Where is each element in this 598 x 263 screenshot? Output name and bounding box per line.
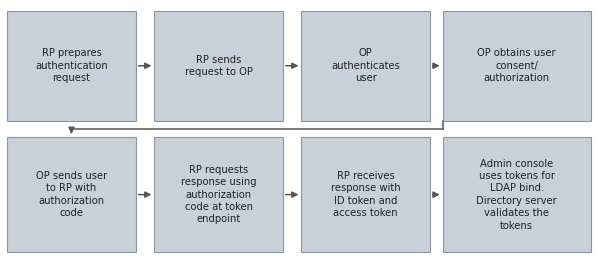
FancyBboxPatch shape: [7, 137, 136, 252]
FancyBboxPatch shape: [154, 137, 283, 252]
Text: RP receives
response with
ID token and
access token: RP receives response with ID token and a…: [331, 171, 401, 218]
Text: RP requests
response using
authorization
code at token
endpoint: RP requests response using authorization…: [181, 165, 257, 224]
FancyBboxPatch shape: [443, 11, 591, 121]
Text: RP prepares
authentication
request: RP prepares authentication request: [35, 48, 108, 83]
FancyBboxPatch shape: [7, 11, 136, 121]
FancyBboxPatch shape: [301, 11, 430, 121]
FancyBboxPatch shape: [443, 137, 591, 252]
Text: RP sends
request to OP: RP sends request to OP: [185, 54, 252, 77]
Text: OP sends user
to RP with
authorization
code: OP sends user to RP with authorization c…: [36, 171, 107, 218]
FancyBboxPatch shape: [154, 11, 283, 121]
Text: OP obtains user
consent/
authorization: OP obtains user consent/ authorization: [477, 48, 556, 83]
Text: Admin console
uses tokens for
LDAP bind.
Directory server
validates the
tokens: Admin console uses tokens for LDAP bind.…: [476, 159, 557, 231]
Text: OP
authenticates
user: OP authenticates user: [331, 48, 400, 83]
FancyBboxPatch shape: [301, 137, 430, 252]
